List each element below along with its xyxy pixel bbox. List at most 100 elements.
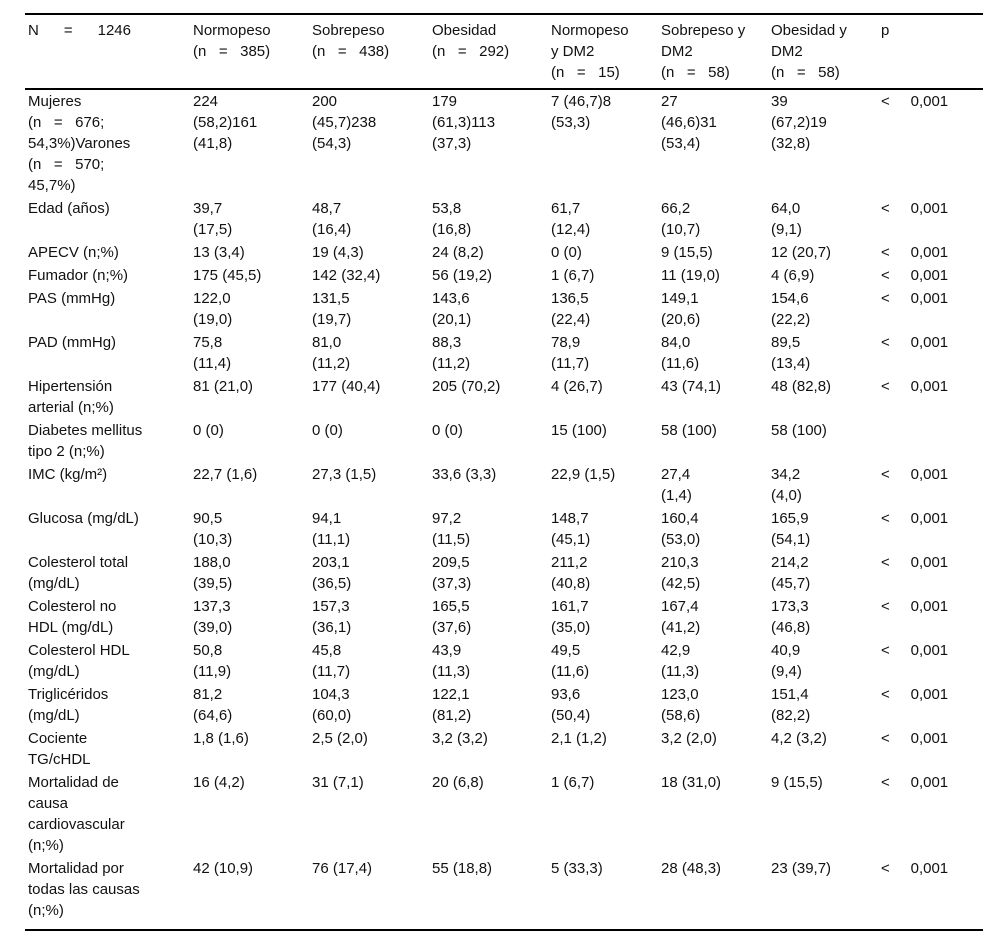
data-cell: 28 (48,3) (661, 857, 771, 931)
row-label: Cociente TG/cHDL (28, 730, 91, 768)
data-cell: 210,3 (42,5) (661, 554, 701, 592)
data-cell: 151,4 (82,2) (771, 686, 811, 724)
data-cell: 161,7 (35,0) (551, 598, 591, 636)
data-cell: 173,3 (46,8) (771, 598, 811, 636)
row-label: Colesterol total (mg/dL) (28, 554, 129, 592)
data-cell: 4 (26,7) (551, 378, 603, 395)
data-cell: 31 (7,1) (312, 774, 364, 791)
table-row: Edad (años) 39,7 (17,5) 48,7 (16,4) 53,8 (1… (25, 197, 983, 241)
table-row: Mujeres (n = 676; 54,3%)Varones (n = 570… (25, 89, 983, 197)
table-row: Mortalidad por todas las causas (n;%) 42 … (25, 857, 983, 931)
data-cell: 81 (21,0) (193, 378, 254, 395)
data-cell: 42 (10,9) (193, 857, 312, 931)
p-value-cell: < 0,001 (881, 93, 949, 110)
data-cell: 22,9 (1,5) (551, 466, 616, 483)
data-cell: 5 (33,3) (551, 857, 661, 931)
data-cell: 84,0 (11,6) (661, 334, 700, 372)
row-label: IMC (kg/m²) (28, 466, 108, 483)
p-value-cell: < 0,001 (881, 267, 949, 284)
data-cell: 97,2 (11,5) (432, 510, 471, 548)
table-header: N = 1246 Normopeso (n = 385) Sobrepeso (… (25, 13, 983, 90)
table-row: Diabetes mellitus tipo 2 (n;%) 0 (0) 0 (0)… (25, 419, 983, 463)
data-cell: 175 (45,5) (193, 267, 262, 284)
row-label: Fumador (n;%) (28, 267, 129, 284)
data-cell: 9 (15,5) (661, 244, 713, 261)
header-col-p: p (881, 13, 983, 90)
data-cell: 39 (67,2)19 (32,8) (771, 93, 827, 152)
row-label: Triglicéridos (mg/dL) (28, 686, 109, 724)
data-cell: 34,2 (4,0) (771, 466, 802, 504)
data-cell: 2,1 (1,2) (551, 730, 607, 747)
data-cell: 18 (31,0) (661, 774, 722, 791)
data-cell: 2,5 (2,0) (312, 730, 368, 747)
data-cell: 3,2 (3,2) (432, 730, 488, 747)
row-label: PAD (mmHg) (28, 334, 117, 351)
header-row: N = 1246 Normopeso (n = 385) Sobrepeso (… (25, 13, 983, 90)
data-cell: 76 (17,4) (312, 857, 432, 931)
data-cell: 40,9 (9,4) (771, 642, 802, 680)
header-col-sobrepeso-dm2: Sobrepeso y DM2 (n = 58) (661, 13, 771, 90)
data-cell: 149,1 (20,6) (661, 290, 701, 328)
data-cell: 224 (58,2)161 (41,8) (193, 93, 258, 152)
p-value-cell: < 0,001 (881, 598, 949, 615)
row-label: PAS (mmHg) (28, 290, 116, 307)
p-value-cell: < 0,001 (881, 378, 949, 395)
data-cell: 50,8 (11,9) (193, 642, 232, 680)
data-cell: 88,3 (11,2) (432, 334, 471, 372)
data-cell: 188,0 (39,5) (193, 554, 233, 592)
data-cell: 3,2 (2,0) (661, 730, 717, 747)
header-col-normopeso: Normopeso (n = 385) (193, 13, 312, 90)
row-label: Colesterol HDL (mg/dL) (28, 642, 130, 680)
table-row: Triglicéridos (mg/dL) 81,2 (64,6) 104,3 (6… (25, 683, 983, 727)
header-col-obesidad-dm2: Obesidad y DM2 (n = 58) (771, 13, 881, 90)
p-value-cell: < 0,001 (881, 730, 949, 747)
data-cell: 81,2 (64,6) (193, 686, 233, 724)
row-label: Diabetes mellitus tipo 2 (n;%) (28, 422, 143, 460)
row-label: Mortalidad por todas las causas (n;%) (25, 857, 193, 931)
data-cell: 4 (6,9) (771, 267, 815, 284)
row-label: Mortalidad de causa cardiovascular (n;%) (28, 774, 125, 854)
data-cell: 93,6 (50,4) (551, 686, 591, 724)
data-cell: 49,5 (11,6) (551, 642, 590, 680)
data-cell: 27,3 (1,5) (312, 466, 377, 483)
data-cell: 165,9 (54,1) (771, 510, 811, 548)
p-value-cell: < 0,001 (881, 774, 949, 791)
data-cell: 1 (6,7) (551, 267, 595, 284)
data-cell: 27,4 (1,4) (661, 466, 692, 504)
data-cell: 7 (46,7)8 (53,3) (551, 93, 612, 131)
data-cell: 45,8 (11,7) (312, 642, 351, 680)
data-cell: 55 (18,8) (432, 857, 551, 931)
data-cell: 90,5 (10,3) (193, 510, 233, 548)
data-cell: 39,7 (17,5) (193, 200, 233, 238)
data-cell: 154,6 (22,2) (771, 290, 811, 328)
table-row: Colesterol HDL (mg/dL) 50,8 (11,9) 45,8 (1… (25, 639, 983, 683)
data-cell: 48 (82,8) (771, 378, 832, 395)
p-value-cell: < 0,001 (881, 686, 949, 703)
data-cell: 200 (45,7)238 (54,3) (312, 93, 377, 152)
data-cell: 53,8 (16,8) (432, 200, 472, 238)
data-cell: 137,3 (39,0) (193, 598, 233, 636)
data-cell: 20 (6,8) (432, 774, 484, 791)
data-cell: 177 (40,4) (312, 378, 381, 395)
data-cell: 211,2 (40,8) (551, 554, 591, 592)
data-cell: 1,8 (1,6) (193, 730, 249, 747)
p-value-cell: < 0,001 (881, 510, 949, 527)
data-cell: 131,5 (19,7) (312, 290, 352, 328)
data-cell: 89,5 (13,4) (771, 334, 811, 372)
data-cell: 136,5 (22,4) (551, 290, 591, 328)
data-cell: 61,7 (12,4) (551, 200, 591, 238)
table-body: Mujeres (n = 676; 54,3%)Varones (n = 570… (25, 89, 983, 931)
table-row: Colesterol no HDL (mg/dL) 137,3 (39,0) 157… (25, 595, 983, 639)
row-label: Edad (años) (28, 200, 110, 217)
table-row: IMC (kg/m²) 22,7 (1,6) 27,3 (1,5) 33,6 (3,3… (25, 463, 983, 507)
data-cell: 58 (100) (771, 422, 827, 439)
data-cell: 16 (4,2) (193, 774, 245, 791)
p-value-cell: < 0,001 (881, 554, 949, 571)
data-cell: 66,2 (10,7) (661, 200, 701, 238)
data-cell: 13 (3,4) (193, 244, 245, 261)
data-cell: 122,1 (81,2) (432, 686, 472, 724)
data-cell: 42,9 (11,3) (661, 642, 700, 680)
data-cell: 43,9 (11,3) (432, 642, 471, 680)
row-label: Hipertensión arterial (n;%) (28, 378, 114, 416)
